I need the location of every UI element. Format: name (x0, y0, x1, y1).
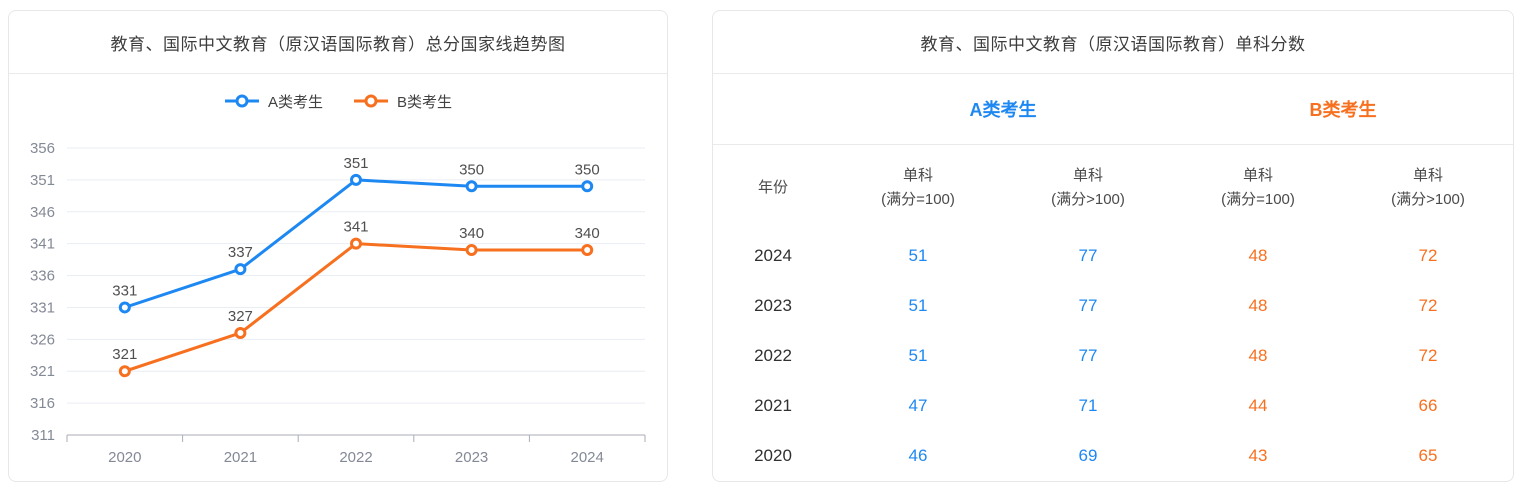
score-cell: 77 (1078, 246, 1098, 265)
chart-wrap: 311 316 321 326 331 336 341 346 351 356 2020 2021 20… (9, 112, 667, 469)
score-cell: 51 (908, 296, 928, 315)
table-row: 2023 51 77 48 72 (713, 281, 1513, 331)
table-row: 2021 47 71 44 66 (713, 381, 1513, 431)
svg-text:321: 321 (30, 363, 55, 380)
score-cell: 48 (1248, 246, 1268, 265)
score-cell: 48 (1248, 346, 1268, 365)
chart-legend: A类考生 B类考生 (9, 90, 667, 112)
score-cell: 65 (1418, 446, 1438, 465)
svg-text:340: 340 (575, 225, 600, 242)
svg-text:2021: 2021 (224, 449, 257, 464)
svg-text:2022: 2022 (339, 449, 372, 464)
column-header-3: 单科 (满分>100) (1391, 167, 1465, 208)
score-cell: 51 (908, 246, 928, 265)
svg-text:331: 331 (112, 282, 137, 299)
column-header-0: 单科 (满分=100) (881, 167, 955, 208)
score-cell: 72 (1418, 246, 1438, 265)
svg-text:340: 340 (459, 225, 484, 242)
svg-text:336: 336 (30, 268, 55, 285)
score-cell: 77 (1078, 296, 1098, 315)
score-cell: 43 (1248, 446, 1268, 465)
scores-table: A类考生 B类考生年份 单科 (满分=100) 单科 (满分>100) 单科 (满分=100)… (713, 74, 1513, 481)
svg-text:311: 311 (31, 427, 55, 444)
score-cell: 77 (1078, 346, 1098, 365)
year-cell: 2022 (754, 346, 792, 365)
table-row: 2022 51 77 48 72 (713, 331, 1513, 381)
svg-text:326: 326 (30, 331, 55, 348)
svg-text:341: 341 (30, 236, 55, 253)
column-header-2: 单科 (满分=100) (1221, 167, 1295, 208)
score-cell: 66 (1418, 396, 1438, 415)
score-cell: 71 (1078, 396, 1098, 415)
svg-text:321: 321 (112, 346, 137, 363)
svg-text:327: 327 (228, 308, 253, 325)
score-cell: 44 (1248, 396, 1268, 415)
table-group-header-row: A类考生 B类考生 (713, 74, 1513, 145)
legend-label: B类考生 (397, 93, 453, 111)
svg-text:351: 351 (30, 172, 55, 189)
svg-text:350: 350 (459, 161, 484, 178)
legend-marker-icon (354, 94, 388, 108)
year-cell: 2024 (754, 246, 792, 265)
score-cell: 51 (908, 346, 928, 365)
trend-line-chart[interactable]: 311 316 321 326 331 336 341 346 351 356 2020 2021 20… (9, 112, 667, 466)
year-cell: 2020 (754, 446, 792, 465)
year-cell: 2023 (754, 296, 792, 315)
score-cell: 69 (1078, 446, 1098, 465)
svg-text:351: 351 (343, 155, 368, 172)
svg-text:2023: 2023 (455, 449, 488, 464)
table-column-header-row: 年份 单科 (满分=100) 单科 (满分>100) 单科 (满分=100) 单科 (满分>10… (713, 145, 1513, 231)
score-cell: 46 (908, 446, 928, 465)
svg-text:350: 350 (575, 161, 600, 178)
column-header-1: 单科 (满分>100) (1051, 167, 1125, 208)
legend-item-0[interactable]: A类考生 (224, 91, 323, 112)
scores-table-card: 教育、国际中文教育（原汉语国际教育）单科分数 A类考生 B类考生年份 单科 (满分=1… (712, 10, 1514, 482)
trend-chart-title: 教育、国际中文教育（原汉语国际教育）总分国家线趋势图 (9, 11, 667, 74)
legend-item-1[interactable]: B类考生 (353, 91, 452, 112)
svg-text:337: 337 (228, 244, 253, 261)
score-cell: 47 (908, 396, 928, 415)
trend-chart-card: 教育、国际中文教育（原汉语国际教育）总分国家线趋势图 A类考生 B类考生 311 3… (8, 10, 668, 482)
legend-marker-icon (224, 94, 259, 108)
svg-text:316: 316 (30, 395, 55, 412)
column-header-year: 年份 (757, 179, 788, 196)
svg-text:2024: 2024 (571, 449, 604, 464)
group-header-0: A类考生 (969, 100, 1037, 120)
svg-text:2020: 2020 (108, 449, 141, 464)
table-row: 2020 46 69 43 65 (713, 431, 1513, 481)
score-cell: 48 (1248, 296, 1268, 315)
svg-text:356: 356 (30, 140, 55, 157)
score-cell: 72 (1418, 346, 1438, 365)
scores-table-title: 教育、国际中文教育（原汉语国际教育）单科分数 (713, 11, 1513, 74)
svg-text:346: 346 (30, 204, 55, 221)
year-cell: 2021 (754, 396, 792, 415)
table-row: 2024 51 77 48 72 (713, 231, 1513, 281)
legend-label: A类考生 (267, 93, 323, 111)
svg-text:331: 331 (30, 299, 55, 316)
score-cell: 72 (1418, 296, 1438, 315)
svg-text:341: 341 (343, 219, 368, 236)
group-header-1: B类考生 (1309, 100, 1377, 120)
